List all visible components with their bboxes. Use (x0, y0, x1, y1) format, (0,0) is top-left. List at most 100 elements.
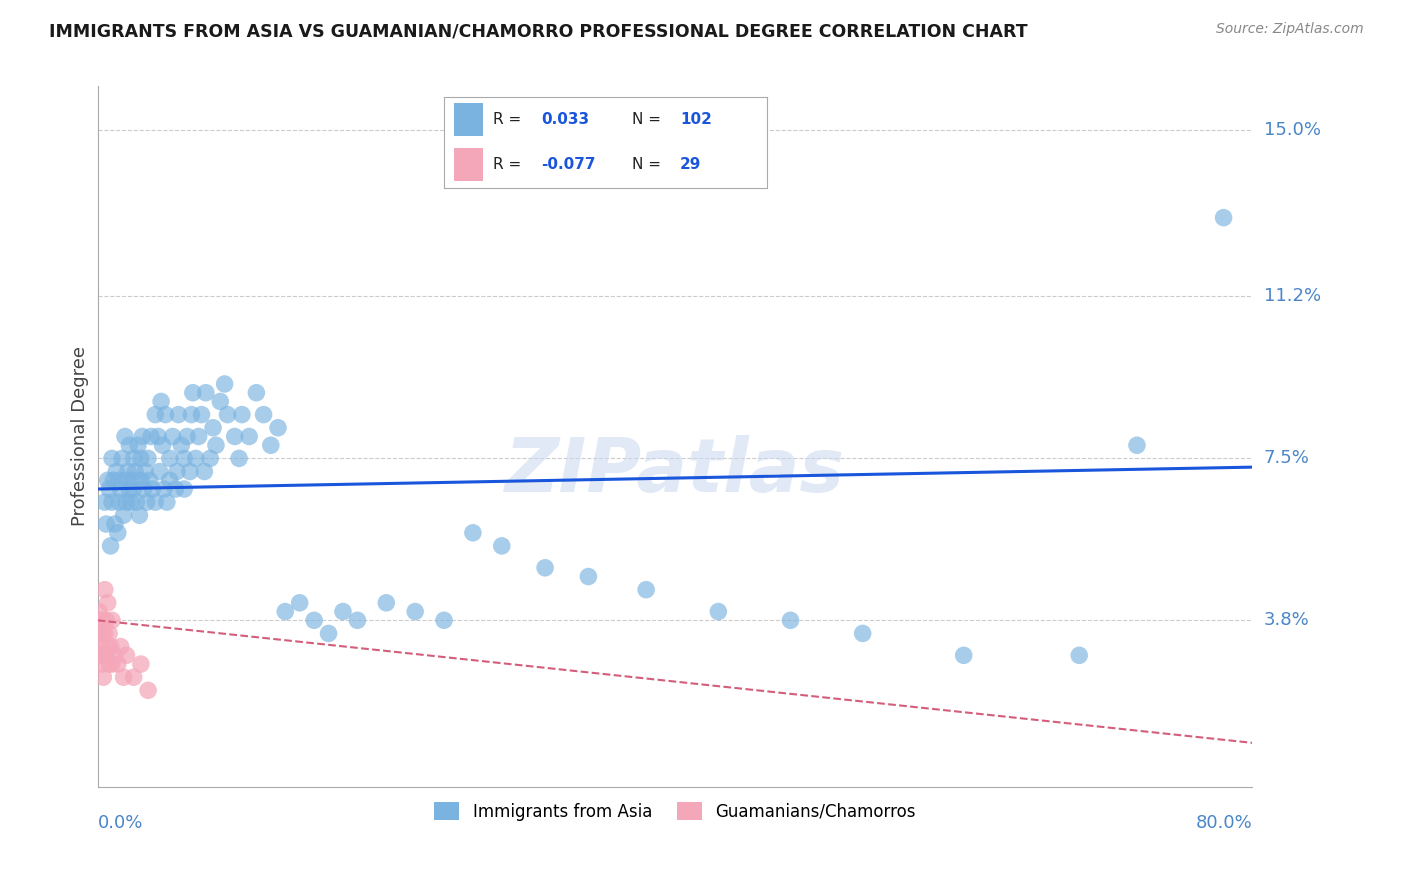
Point (101, 613, 124, 627)
Point (101, 451, 124, 466)
Point (101, 495, 124, 509)
Point (318, 626, 340, 640)
Point (97, 640, 120, 654)
Point (187, 429, 209, 443)
Point (105, 465, 128, 479)
Point (159, 451, 181, 466)
Point (332, 605, 354, 619)
Point (118, 438, 141, 452)
Point (121, 473, 143, 487)
Point (245, 385, 267, 400)
Point (94, 648, 117, 663)
Point (94, 495, 117, 509)
Point (93, 626, 115, 640)
Point (181, 385, 204, 400)
Point (122, 451, 145, 466)
Point (267, 421, 290, 435)
Point (114, 429, 136, 443)
Point (110, 482, 132, 496)
Point (139, 429, 162, 443)
Point (122, 670, 145, 684)
Point (112, 508, 135, 523)
Point (101, 657, 124, 671)
Point (173, 451, 195, 466)
Point (148, 429, 170, 443)
Point (433, 613, 456, 627)
Point (150, 394, 173, 409)
Point (194, 385, 217, 400)
Point (1069, 648, 1091, 663)
Point (108, 495, 131, 509)
Point (852, 626, 875, 640)
Point (274, 605, 297, 619)
Point (707, 605, 730, 619)
Point (124, 465, 146, 479)
Point (156, 495, 179, 509)
Point (461, 525, 484, 540)
Point (1212, 211, 1234, 225)
Point (131, 429, 153, 443)
Point (115, 473, 138, 487)
Text: IMMIGRANTS FROM ASIA VS GUAMANIAN/CHAMORRO PROFESSIONAL DEGREE CORRELATION CHART: IMMIGRANTS FROM ASIA VS GUAMANIAN/CHAMOR… (49, 22, 1028, 40)
Text: 80.0%: 80.0% (1195, 814, 1253, 832)
Point (125, 495, 148, 509)
Point (166, 465, 188, 479)
Point (117, 465, 139, 479)
Point (120, 495, 142, 509)
Point (159, 473, 181, 487)
Point (122, 482, 145, 496)
Point (96, 516, 118, 531)
Point (288, 596, 311, 610)
Point (170, 438, 193, 452)
Point (1126, 438, 1149, 452)
Text: Source: ZipAtlas.com: Source: ZipAtlas.com (1216, 22, 1364, 37)
Point (155, 408, 177, 422)
Point (404, 605, 426, 619)
Point (141, 482, 163, 496)
Point (209, 394, 232, 409)
Text: 15.0%: 15.0% (1264, 121, 1320, 139)
Point (115, 648, 138, 663)
Point (252, 408, 274, 422)
Point (107, 525, 129, 540)
Point (149, 465, 172, 479)
Point (93, 613, 115, 627)
Point (129, 451, 152, 466)
Point (217, 408, 239, 422)
Point (128, 508, 150, 523)
Point (165, 482, 187, 496)
Point (96, 613, 118, 627)
Point (129, 657, 152, 671)
Point (104, 648, 127, 663)
Point (111, 451, 134, 466)
Point (184, 451, 207, 466)
Point (143, 495, 166, 509)
Point (136, 451, 159, 466)
Point (224, 429, 246, 443)
Point (134, 465, 156, 479)
Point (97, 596, 120, 610)
Point (173, 482, 195, 496)
Point (112, 670, 135, 684)
Text: 3.8%: 3.8% (1264, 611, 1309, 630)
Point (228, 451, 250, 466)
Point (103, 473, 125, 487)
Point (576, 569, 599, 583)
Y-axis label: Professional Degree: Professional Degree (72, 346, 89, 526)
Point (104, 516, 127, 531)
Point (260, 438, 283, 452)
Point (87, 605, 110, 619)
Point (153, 482, 176, 496)
Point (110, 640, 132, 654)
Point (98, 482, 121, 496)
Point (162, 429, 184, 443)
Point (491, 539, 513, 553)
Point (152, 438, 174, 452)
Point (534, 561, 557, 575)
Point (115, 495, 138, 509)
Point (90, 640, 112, 654)
Point (636, 582, 658, 597)
Point (100, 640, 122, 654)
Point (94, 626, 117, 640)
Point (346, 613, 368, 627)
